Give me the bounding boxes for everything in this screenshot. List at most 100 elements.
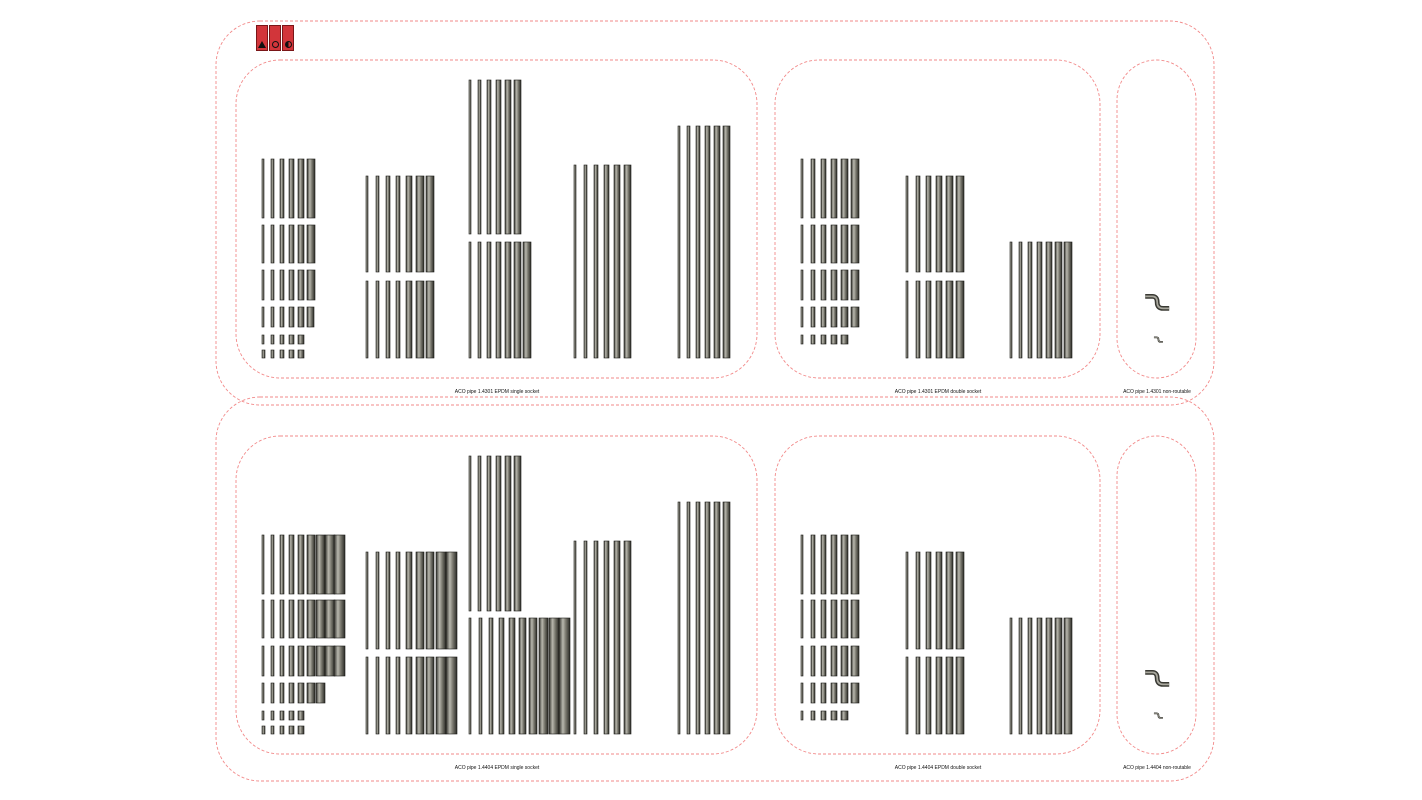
pipe <box>279 334 285 345</box>
caption-1-4404-single: ACO pipe 1.4404 EPDM single socket <box>454 765 540 771</box>
pipe <box>830 269 838 301</box>
logo-cell-c <box>269 25 281 51</box>
pipe <box>306 534 316 595</box>
pipe <box>306 224 316 264</box>
pipe <box>375 175 380 273</box>
pipe <box>288 306 295 328</box>
pipe <box>820 306 827 328</box>
pipe <box>288 645 295 677</box>
pipe <box>261 725 266 735</box>
pipe <box>333 534 346 595</box>
pipe <box>800 682 804 704</box>
pipe <box>583 164 588 359</box>
pipe <box>840 710 849 721</box>
pipe <box>820 224 827 264</box>
pipe <box>830 224 838 264</box>
pipe <box>468 241 472 359</box>
logo-cell-a <box>256 25 268 51</box>
pipe <box>288 158 295 219</box>
pipe <box>1063 617 1073 735</box>
pipe <box>830 599 838 639</box>
pipe <box>945 656 954 735</box>
pipe-bend-icon <box>1145 670 1170 687</box>
pipe <box>593 540 599 735</box>
pipe <box>279 710 285 721</box>
pipe <box>425 551 435 650</box>
pipe <box>800 534 804 595</box>
pipe <box>593 164 599 359</box>
pipe <box>925 656 932 735</box>
pipe <box>498 617 505 735</box>
pipe <box>820 682 827 704</box>
group-outline-bends-1-4404 <box>1116 435 1197 755</box>
pipe <box>800 710 804 721</box>
pipe <box>288 710 295 721</box>
pipe <box>270 158 275 219</box>
logo-circle-icon <box>271 41 279 48</box>
pipe <box>306 269 316 301</box>
pipe <box>395 656 401 735</box>
pipe <box>850 158 860 219</box>
pipe <box>850 269 860 301</box>
pipe <box>425 280 435 359</box>
pipe <box>513 455 522 612</box>
pipe <box>504 455 512 612</box>
pipe <box>945 551 954 650</box>
pipe <box>603 540 610 735</box>
pipe <box>800 599 804 639</box>
pipe <box>1054 241 1063 359</box>
pipe <box>504 79 512 235</box>
pipe <box>830 334 838 345</box>
pipe <box>850 534 860 595</box>
pipe <box>324 645 336 677</box>
pipe <box>840 224 849 264</box>
pipe <box>385 280 391 359</box>
pipe <box>800 306 804 328</box>
pipe <box>613 540 621 735</box>
pipe <box>830 645 838 677</box>
pipe <box>713 125 721 359</box>
pipe <box>955 656 965 735</box>
pipe <box>468 617 472 735</box>
pipe <box>830 710 838 721</box>
pipe <box>623 164 632 359</box>
pipe <box>405 280 413 359</box>
group-outline-double-1-4404 <box>774 435 1101 755</box>
pipe <box>518 617 527 735</box>
pipe <box>425 175 435 273</box>
pipe <box>279 349 285 359</box>
pipe <box>558 617 571 735</box>
pipe <box>488 617 494 735</box>
pipe <box>840 306 849 328</box>
pipe <box>830 682 838 704</box>
pipe <box>573 164 577 359</box>
pipe <box>820 710 827 721</box>
pipe <box>810 710 816 721</box>
pipe <box>820 645 827 677</box>
pipe-bend-icon <box>1145 294 1170 311</box>
pipe <box>840 682 849 704</box>
pipe <box>279 725 285 735</box>
pipe <box>686 501 691 735</box>
pipe <box>270 682 275 704</box>
pipe <box>478 617 483 735</box>
pipe <box>297 682 305 704</box>
pipe <box>925 280 932 359</box>
pipe <box>365 175 369 273</box>
pipe <box>445 656 458 735</box>
pipe <box>365 551 369 650</box>
pipe <box>288 349 295 359</box>
pipe <box>810 534 816 595</box>
pipe <box>261 645 265 677</box>
group-outline-double-1-4301 <box>774 59 1101 379</box>
pipe <box>395 175 401 273</box>
pipe <box>528 617 538 735</box>
pipe <box>486 455 492 612</box>
pipe <box>279 645 285 677</box>
pipe <box>915 551 921 650</box>
pipe <box>306 599 316 639</box>
pipe <box>830 158 838 219</box>
pipe <box>405 175 413 273</box>
pipe <box>297 645 305 677</box>
